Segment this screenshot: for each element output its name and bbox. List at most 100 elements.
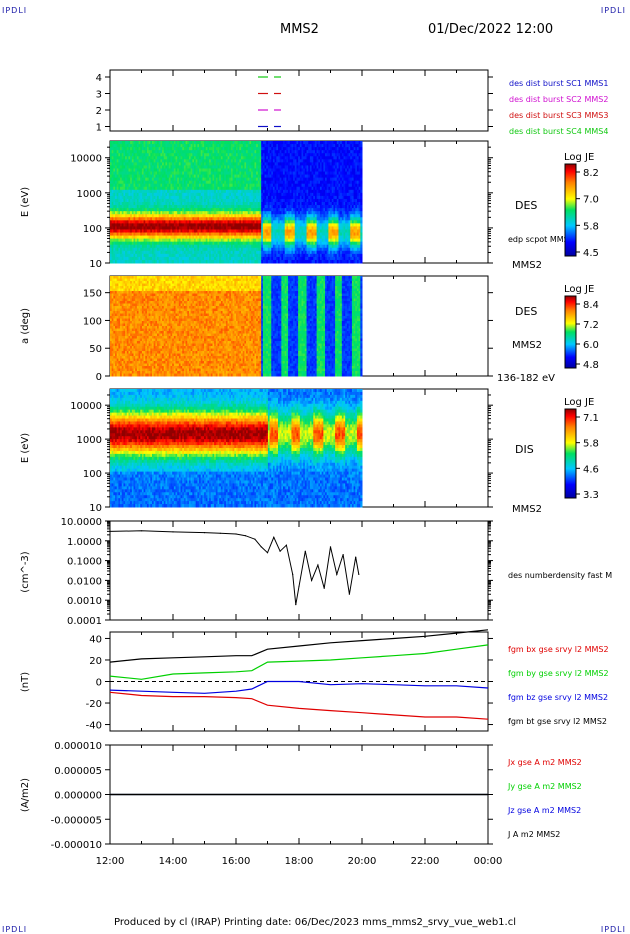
des-energy-cell xyxy=(135,153,138,157)
des-energy-cell xyxy=(225,238,229,243)
des-energy-cell xyxy=(133,250,136,255)
des-energy-cell xyxy=(242,214,245,218)
des-energy-cell xyxy=(241,165,244,169)
des-energy-cell xyxy=(173,259,177,264)
des-energy-cell xyxy=(259,238,262,243)
des-energy-cell xyxy=(143,147,146,151)
des-energy-cell xyxy=(158,229,161,233)
des-energy-cell xyxy=(110,250,113,255)
des-energy-cell xyxy=(204,174,207,179)
des-energy-cell xyxy=(130,226,133,230)
des-energy-cell xyxy=(188,211,192,215)
des-energy-cell xyxy=(157,205,160,209)
des-energy-cell xyxy=(252,162,255,166)
des-energy-cell xyxy=(227,223,230,227)
des-energy-cell xyxy=(146,195,150,200)
des-energy-cell xyxy=(135,226,138,230)
des-energy-cell xyxy=(141,235,145,240)
des-energy-cell xyxy=(121,220,124,224)
des-energy-cell xyxy=(190,211,193,215)
des-energy-cell xyxy=(157,180,160,185)
des-energy-cell xyxy=(165,192,168,197)
des-energy-cell xyxy=(204,238,207,243)
des-energy-cell xyxy=(167,162,170,166)
des-energy-cell xyxy=(126,192,129,197)
des-energy-cell xyxy=(242,232,245,237)
des-energy-cell xyxy=(178,244,182,249)
des-energy-cell xyxy=(175,192,178,197)
des-energy-cell xyxy=(160,235,163,240)
des-energy-cell xyxy=(242,162,245,166)
des-energy-cell xyxy=(121,195,124,200)
des-energy-cell xyxy=(256,256,259,261)
des-energy-cell xyxy=(217,195,220,200)
des-energy-cell xyxy=(252,189,255,194)
des-energy-cell xyxy=(172,165,175,169)
des-energy-cell xyxy=(131,165,135,169)
des-energy-cell xyxy=(256,147,259,151)
des-energy-cell xyxy=(230,195,234,200)
des-energy-cell xyxy=(113,211,116,215)
des-energy-cell xyxy=(219,144,222,148)
des-energy-cell xyxy=(140,223,143,227)
des-energy-cell xyxy=(123,195,126,200)
des-energy-cell xyxy=(135,214,138,218)
des-energy-cell xyxy=(227,171,230,176)
des-energy-cell xyxy=(138,250,141,255)
des-energy-cell xyxy=(249,147,252,151)
des-energy-cell xyxy=(146,235,150,240)
des-energy-cell xyxy=(160,259,163,264)
des-energy-cell xyxy=(217,147,220,151)
des-energy-cell xyxy=(180,235,183,240)
des-energy-cell xyxy=(224,220,227,224)
des-energy-cell xyxy=(168,186,171,191)
des-energy-cell xyxy=(180,147,183,151)
des-energy-cell xyxy=(224,217,227,221)
des-energy-cell xyxy=(261,165,264,169)
des-energy-cell xyxy=(230,147,234,151)
des-energy-cell xyxy=(259,226,262,230)
des-energy-cell xyxy=(133,238,136,243)
des-energy-cell xyxy=(246,232,249,237)
des-energy-cell xyxy=(146,208,150,212)
des-energy-cell xyxy=(227,177,230,182)
des-energy-cell xyxy=(259,165,262,169)
des-energy-cell xyxy=(162,232,165,237)
des-energy-cell xyxy=(246,214,249,218)
des-energy-cell xyxy=(167,141,170,145)
des-energy-cell xyxy=(236,247,239,252)
des-energy-cell xyxy=(234,141,237,145)
des-energy-cell xyxy=(215,147,219,151)
des-energy-cell xyxy=(192,171,195,176)
des-energy-cell xyxy=(120,171,123,176)
corner-label-bottom-right: IPDLI xyxy=(600,925,626,934)
des-energy-cell xyxy=(204,162,207,166)
des-energy-cell xyxy=(130,150,133,154)
des-energy-cell xyxy=(168,147,171,151)
des-energy-cell xyxy=(185,150,188,154)
des-energy-cell xyxy=(230,232,234,237)
des-energy-cell xyxy=(135,238,138,243)
des-energy-cell xyxy=(113,229,116,233)
des-energy-cell xyxy=(219,214,222,218)
des-energy-cell xyxy=(209,223,212,227)
des-energy-cell xyxy=(209,156,212,160)
des-energy-cell xyxy=(188,162,192,166)
des-energy-cell xyxy=(199,147,202,151)
des-energy-cell xyxy=(262,165,266,169)
des-energy-cell xyxy=(121,256,124,261)
des-energy-cell xyxy=(173,183,177,188)
des-energy-cell xyxy=(150,177,153,182)
des-energy-cell xyxy=(183,202,187,206)
des-energy-cell xyxy=(177,171,180,176)
des-energy-cell xyxy=(175,144,178,148)
des-energy-cell xyxy=(219,226,222,230)
des-energy-cell xyxy=(202,217,205,221)
des-energy-cell xyxy=(215,250,219,255)
des-energy-cell xyxy=(173,244,177,249)
des-energy-cell xyxy=(236,171,239,176)
des-energy-cell xyxy=(128,259,131,264)
des-energy-cell xyxy=(118,174,121,179)
des-energy-cell xyxy=(188,220,192,224)
des-energy-cell xyxy=(257,235,261,240)
